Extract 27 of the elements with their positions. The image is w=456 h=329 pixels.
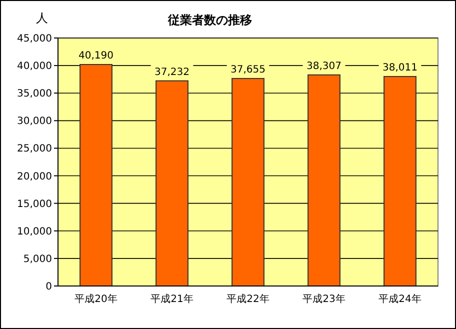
data-label: 37,655: [230, 64, 266, 76]
x-tick-label: 平成22年: [226, 293, 270, 305]
bar: [384, 76, 416, 286]
chart-title: 従業者数の推移: [167, 13, 252, 27]
y-tick-label: 40,000: [17, 61, 52, 72]
data-label: 38,307: [306, 60, 342, 72]
x-tick-label: 平成24年: [378, 293, 422, 305]
y-tick-label: 45,000: [17, 34, 52, 44]
y-tick-label: 20,000: [17, 171, 52, 182]
data-label: 38,011: [382, 62, 418, 74]
y-tick-label: 15,000: [17, 198, 52, 210]
data-label: 40,190: [78, 50, 114, 62]
bar: [80, 64, 112, 286]
y-tick-label: 10,000: [17, 226, 52, 238]
x-tick-label: 平成20年: [74, 293, 118, 305]
x-tick-label: 平成21年: [150, 293, 194, 305]
y-tick-label: 5,000: [23, 254, 52, 265]
y-tick-label: 30,000: [17, 116, 52, 128]
y-tick-label: 35,000: [17, 88, 52, 100]
y-tick-label: 0: [46, 282, 52, 292]
data-label: 37,232: [154, 66, 190, 78]
bar: [308, 74, 340, 286]
x-tick-label: 平成23年: [302, 293, 346, 305]
bar: [156, 80, 188, 286]
y-axis-title: 人: [36, 11, 48, 25]
y-tick-label: 25,000: [17, 144, 52, 155]
bar: [232, 78, 264, 286]
